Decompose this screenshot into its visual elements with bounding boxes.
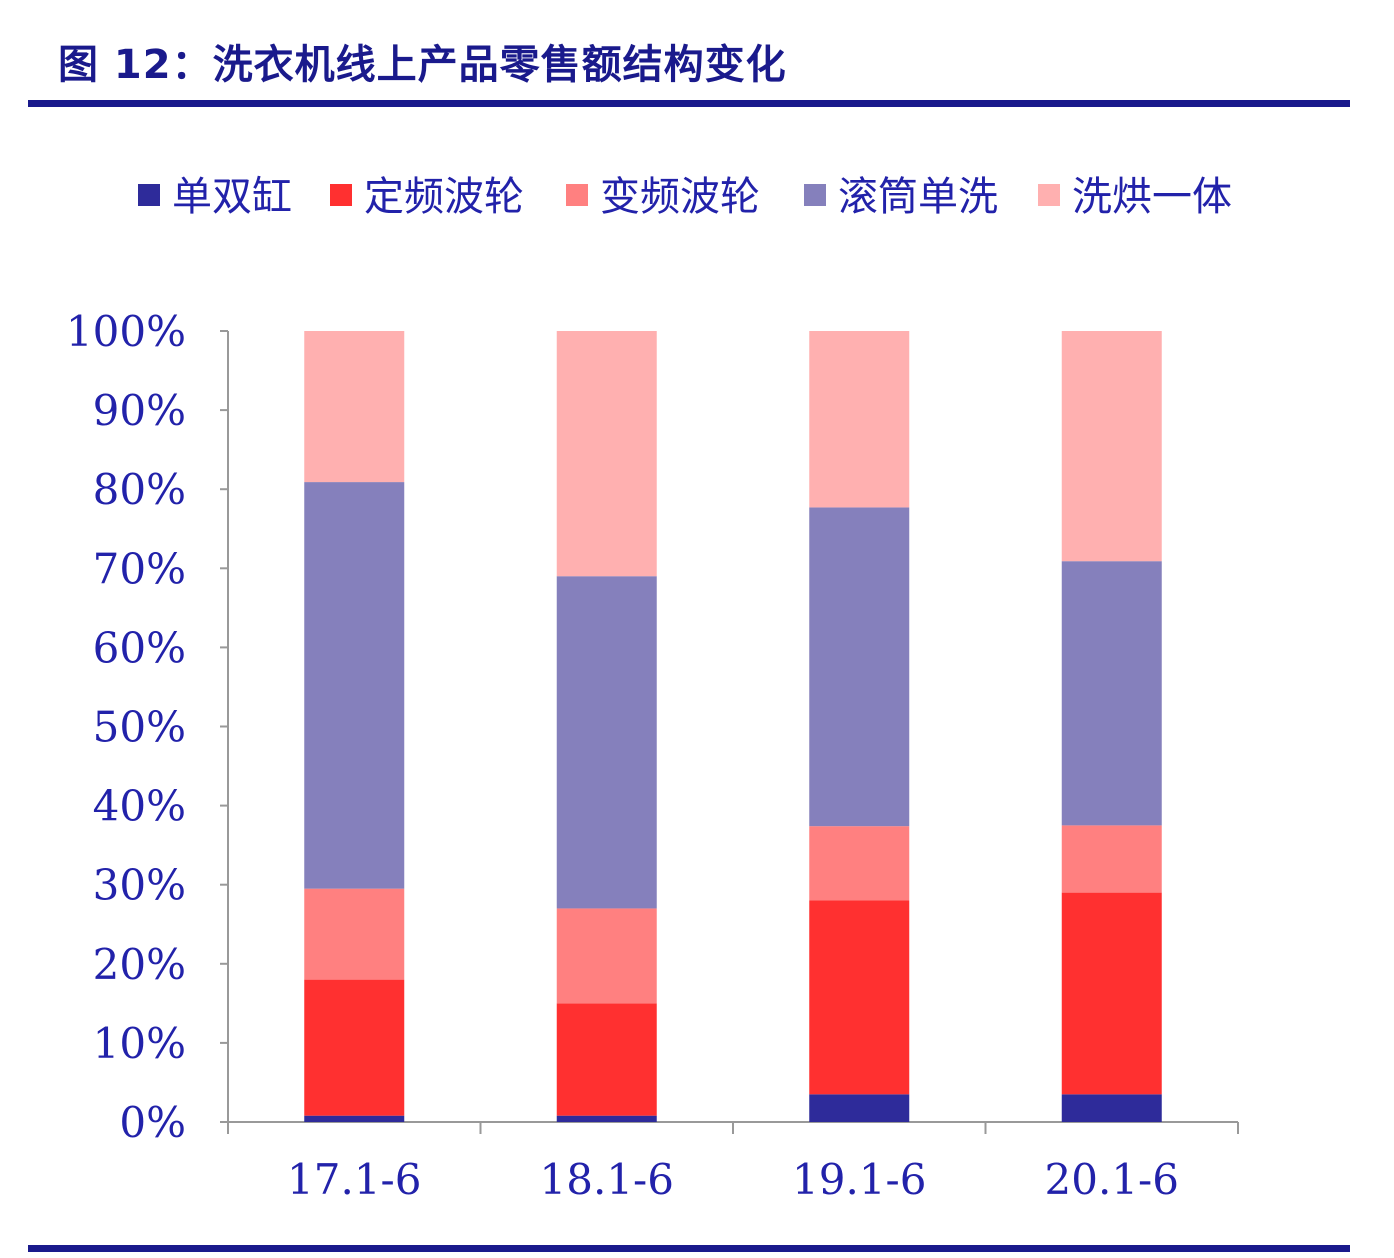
- bottom-rule: [28, 1245, 1350, 1252]
- legend-swatch: [566, 184, 588, 206]
- bar-segment: [304, 1115, 405, 1122]
- title-rule: [28, 100, 1350, 107]
- y-tick-label: 60%: [93, 623, 186, 672]
- legend-swatch: [330, 184, 352, 206]
- bar-segment: [556, 1003, 657, 1116]
- bar-segment: [809, 1094, 910, 1122]
- y-tick-label: 50%: [93, 703, 186, 752]
- legend-swatch: [804, 184, 826, 206]
- bar-segment: [304, 482, 405, 889]
- bar-segment: [809, 826, 910, 901]
- legend-label: 定频波轮: [364, 174, 524, 220]
- x-tick-label: 19.1-6: [792, 1155, 926, 1204]
- bar-segment: [556, 331, 657, 577]
- bar-segment: [556, 576, 657, 909]
- legend-label: 洗烘一体: [1072, 174, 1232, 220]
- bar-segment: [1061, 1094, 1162, 1122]
- legend-label: 滚筒单洗: [838, 174, 998, 220]
- x-tick-label: 17.1-6: [287, 1155, 421, 1204]
- bar-segment: [809, 331, 910, 508]
- y-tick-label: 40%: [93, 782, 186, 831]
- bar-segment: [304, 888, 405, 980]
- bar-segment: [556, 1115, 657, 1122]
- x-tick-label: 20.1-6: [1045, 1155, 1179, 1204]
- y-tick-label: 100%: [66, 307, 186, 356]
- y-tick-label: 0%: [119, 1098, 186, 1147]
- bar-segment: [1061, 892, 1162, 1095]
- bar-segment: [809, 507, 910, 827]
- legend-swatch: [1038, 184, 1060, 206]
- bar-segment: [304, 979, 405, 1116]
- bar-segment: [1061, 825, 1162, 893]
- bar-segment: [809, 900, 910, 1095]
- y-tick-label: 80%: [93, 465, 186, 514]
- legend-swatch: [138, 184, 160, 206]
- legend-label: 单双缸: [172, 174, 292, 220]
- bar-segment: [1061, 331, 1162, 562]
- bar-segment: [304, 331, 405, 483]
- figure-title: 图 12：洗衣机线上产品零售额结构变化: [58, 42, 787, 88]
- legend-label: 变频波轮: [600, 174, 760, 220]
- x-tick-label: 18.1-6: [540, 1155, 674, 1204]
- y-tick-label: 30%: [93, 861, 186, 910]
- y-tick-label: 20%: [93, 940, 186, 989]
- y-tick-label: 90%: [93, 386, 186, 435]
- y-tick-label: 10%: [93, 1019, 186, 1068]
- bar-segment: [556, 908, 657, 1004]
- bar-segment: [1061, 561, 1162, 826]
- y-tick-label: 70%: [93, 544, 186, 593]
